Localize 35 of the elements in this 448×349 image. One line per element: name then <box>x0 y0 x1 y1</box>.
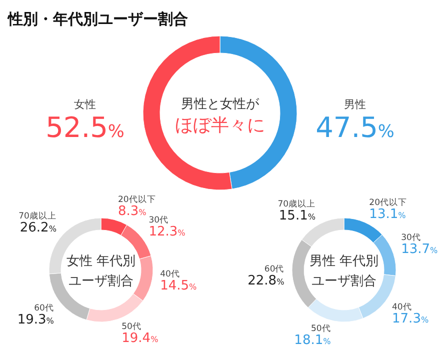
text: 男性 年代別 <box>309 254 379 269</box>
slice-label: 40代 <box>160 268 180 280</box>
slice-label: 60代 <box>34 302 54 314</box>
slice-label: 男性 <box>344 98 366 111</box>
slice-label: 20代以下 <box>118 194 156 205</box>
text: ユーザ割合 <box>312 274 376 289</box>
data-label: 26.2% <box>20 220 57 236</box>
text: 男性と女性が <box>181 97 260 112</box>
slice-label: 30代 <box>401 232 421 243</box>
data-label: 12.3% <box>148 224 186 240</box>
data-label: 19.4% <box>122 330 159 346</box>
data-label: 17.3% <box>392 311 429 326</box>
text: ほぼ半々に <box>175 115 265 136</box>
slice-label: 50代 <box>122 320 142 332</box>
slice-label: 40代 <box>392 301 412 312</box>
data-label: 47.5% <box>316 111 394 144</box>
slice-label: 60代 <box>264 263 284 274</box>
data-label: 15.1% <box>278 208 316 224</box>
data-label: 13.1% <box>369 206 406 222</box>
slice-label: 70歳以上 <box>18 210 56 222</box>
slice-label: 20代以下 <box>369 196 408 208</box>
data-label: 8.3% <box>118 204 147 219</box>
slice-label: 30代 <box>148 214 169 226</box>
data-label: 22.8% <box>248 273 285 288</box>
slice-label: 70歳以上 <box>278 198 316 210</box>
data-label: 18.1% <box>294 332 332 348</box>
slice-label: 50代 <box>310 322 331 334</box>
data-label: 19.3% <box>17 312 54 328</box>
data-label: 52.5% <box>46 111 124 144</box>
data-label: 13.7% <box>401 242 438 257</box>
slice-label: 女性 <box>74 98 96 111</box>
chart-title: 性別・年代別ユーザー割合 <box>7 10 188 28</box>
text: ユーザ割合 <box>68 274 134 289</box>
data-label: 14.5% <box>160 278 198 294</box>
text: 女性 年代別 <box>66 254 136 269</box>
